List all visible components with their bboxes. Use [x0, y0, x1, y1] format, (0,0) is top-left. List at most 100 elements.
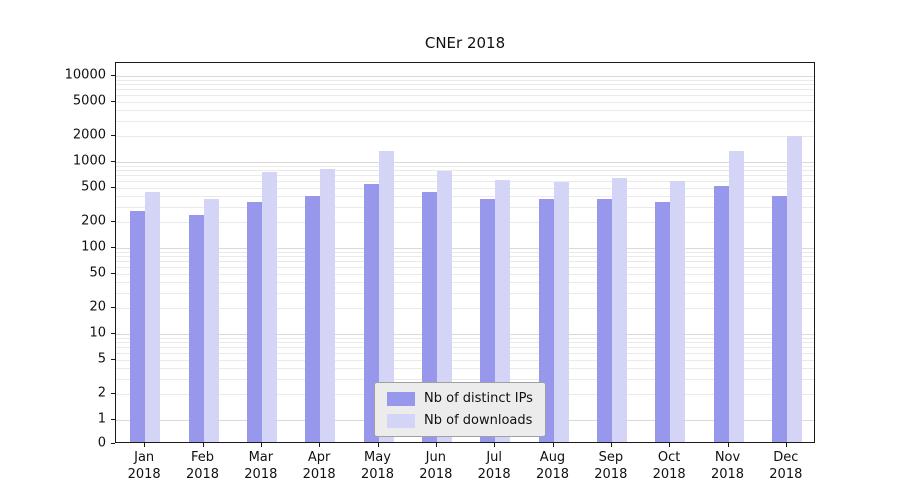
x-tick-mark: [785, 443, 787, 447]
bar-s0-m4: [363, 184, 379, 442]
bar-s1-m11: [786, 136, 802, 442]
gridline-minor: [116, 136, 814, 138]
gridline-minor: [116, 89, 814, 91]
x-tick-label: Apr 2018: [302, 450, 336, 482]
legend-swatch-distinct-ips: [387, 391, 415, 406]
gridline-minor: [116, 165, 814, 167]
chart-title: CNEr 2018: [424, 34, 506, 52]
y-tick-label: 20: [89, 299, 106, 315]
x-tick-label: Nov 2018: [710, 450, 745, 482]
bar-s0-m7: [538, 199, 554, 442]
gridline-minor: [116, 267, 814, 269]
legend-item-distinct-ips: Nb of distinct IPs: [387, 391, 533, 406]
y-tick-label: 50: [89, 265, 106, 281]
y-tick-mark: [111, 247, 115, 248]
y-tick-mark: [111, 419, 115, 420]
y-tick-label: 2000: [72, 127, 106, 143]
x-tick-label: Dec 2018: [769, 450, 803, 482]
x-tick-label: Sep 2018: [594, 450, 628, 482]
y-tick-label: 5000: [72, 93, 106, 109]
bar-s1-m4: [378, 151, 394, 442]
y-tick-label: 1000: [72, 153, 106, 169]
bar-s0-m3: [305, 196, 321, 442]
gridline-minor: [116, 342, 814, 344]
bar-s0-m11: [771, 196, 787, 442]
bar-s0-m1: [188, 214, 204, 442]
y-tick-label: 1: [97, 411, 106, 427]
plot-area: Nb of distinct IPs Nb of downloads: [115, 62, 815, 443]
y-tick-label: 0: [97, 435, 106, 451]
bar-s1-m7: [553, 182, 569, 442]
x-tick-mark: [552, 443, 554, 447]
gridline-minor: [116, 261, 814, 263]
gridline-minor: [116, 292, 814, 294]
bar-s0-m9: [655, 201, 671, 442]
y-tick-mark: [111, 443, 115, 444]
bars-layer: [116, 63, 814, 442]
bar-s0-m8: [596, 198, 612, 442]
x-tick-label: Aug 2018: [535, 450, 570, 482]
gridline-minor: [116, 181, 814, 183]
gridline-minor: [116, 256, 814, 258]
y-tick-mark: [111, 221, 115, 223]
gridline-minor: [116, 368, 814, 370]
bar-s1-m5: [436, 171, 452, 442]
gridline-minor: [116, 170, 814, 172]
y-tick-mark: [111, 358, 115, 360]
bar-s0-m0: [130, 211, 146, 442]
gridline-minor: [116, 110, 814, 112]
legend-item-downloads: Nb of downloads: [387, 413, 533, 428]
x-tick-mark: [319, 443, 321, 447]
bar-s1-m0: [145, 191, 161, 442]
legend-label-downloads: Nb of downloads: [424, 413, 533, 428]
x-tick-mark: [435, 443, 437, 447]
bar-s0-m5: [421, 191, 437, 442]
x-tick-mark: [494, 443, 496, 447]
gridline-minor: [116, 95, 814, 97]
gridline-minor: [116, 347, 814, 349]
x-tick-label: Oct 2018: [652, 450, 686, 482]
y-tick-label: 200: [81, 213, 106, 229]
y-tick-label: 10000: [64, 67, 106, 83]
bar-s1-m1: [203, 199, 219, 442]
legend-swatch-downloads: [387, 413, 415, 428]
x-tick-label: Jul 2018: [477, 450, 511, 482]
gridline-major: [116, 76, 814, 77]
x-tick-mark: [727, 443, 729, 447]
gridline-minor: [116, 337, 814, 339]
x-tick-mark: [202, 443, 204, 447]
x-tick-label: Jan 2018: [127, 450, 161, 482]
x-tick-mark: [610, 443, 612, 447]
bar-s1-m8: [611, 177, 627, 442]
gridline-minor: [116, 308, 814, 310]
x-tick-mark: [377, 443, 379, 447]
legend-label-distinct-ips: Nb of distinct IPs: [424, 391, 533, 406]
gridline-minor: [116, 196, 814, 198]
y-tick-label: 100: [81, 239, 106, 255]
gridlines-layer: [116, 63, 814, 442]
x-tick-label: Feb 2018: [185, 450, 220, 482]
y-tick-mark: [111, 272, 115, 274]
gridline-minor: [116, 359, 814, 361]
x-tick-mark: [144, 443, 146, 447]
gridline-minor: [116, 187, 814, 189]
legend: Nb of distinct IPs Nb of downloads: [374, 382, 546, 437]
bar-s1-m10: [728, 151, 744, 442]
bar-s1-m2: [261, 172, 277, 442]
gridline-minor: [116, 175, 814, 177]
gridline-minor: [116, 101, 814, 103]
x-tick-label: Jun 2018: [419, 450, 453, 482]
y-tick-mark: [111, 100, 115, 102]
y-tick-label: 10: [89, 325, 106, 341]
x-tick-mark: [669, 443, 671, 447]
y-tick-label: 500: [81, 179, 106, 195]
gridline-minor: [116, 120, 814, 122]
gridline-minor: [116, 84, 814, 86]
y-tick-mark: [111, 135, 115, 137]
y-tick-mark: [111, 333, 115, 334]
gridline-major: [116, 162, 814, 163]
bar-s0-m6: [480, 199, 496, 442]
bar-s1-m3: [320, 169, 336, 442]
gridline-minor: [116, 79, 814, 81]
